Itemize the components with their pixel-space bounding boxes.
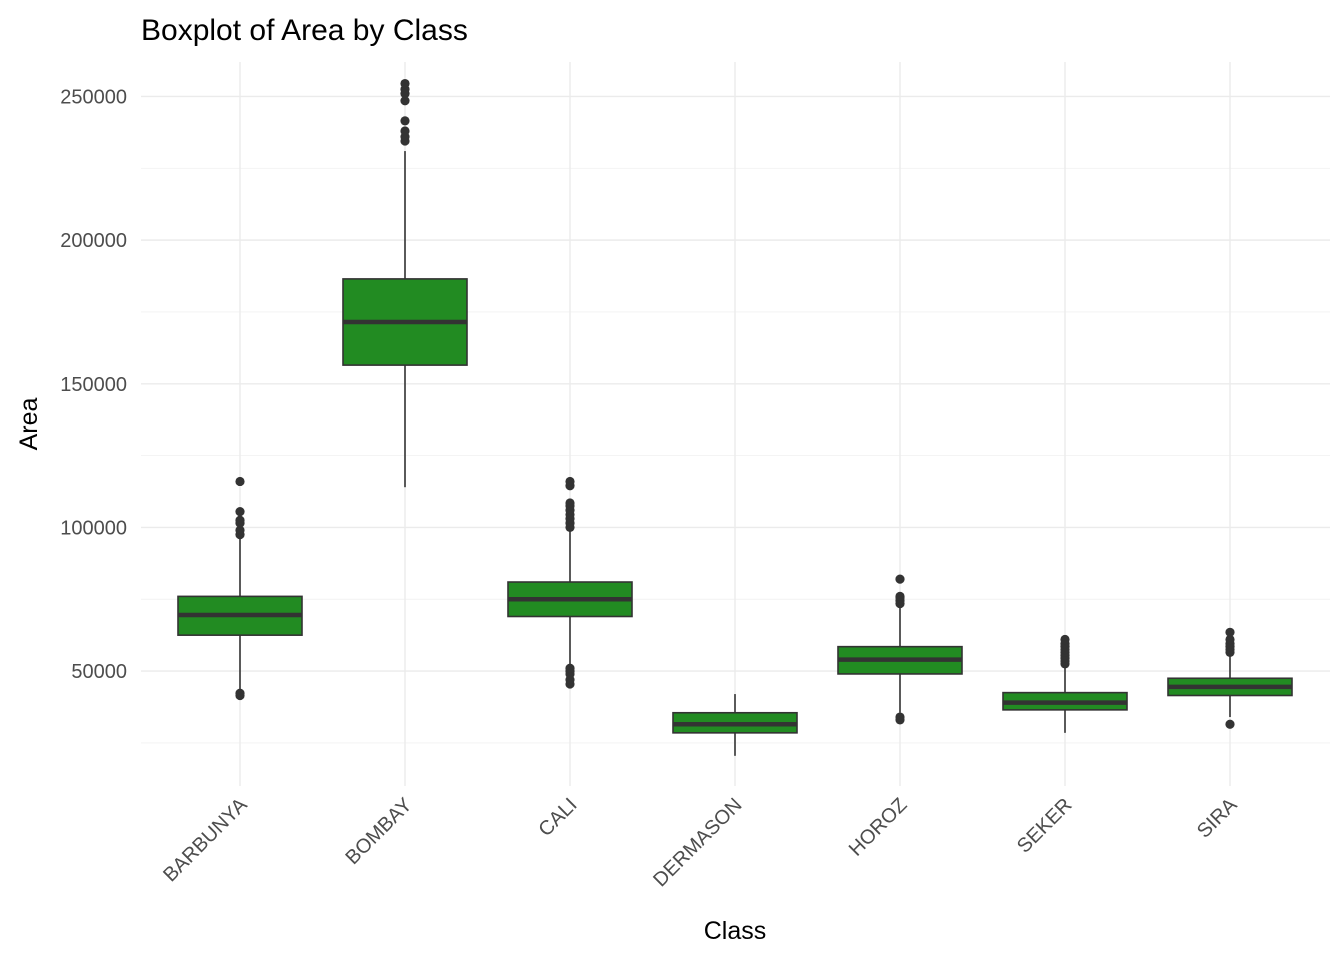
grid-layer (141, 62, 1330, 786)
outlier-point (400, 126, 410, 136)
outlier-point (235, 525, 245, 535)
outlier-point (235, 515, 245, 525)
outlier-point (235, 688, 245, 698)
outlier-point (1225, 719, 1235, 729)
y-tick-label: 200000 (60, 230, 127, 252)
box-group-sira (1167, 627, 1293, 729)
box-group-bombay (342, 78, 468, 488)
y-tick-label: 250000 (60, 86, 127, 108)
box-group-dermason (672, 694, 798, 756)
x-tick-label: BARBUNYA (159, 794, 252, 887)
x-tick-label: SIRA (1193, 794, 1242, 843)
y-axis-title: Area (15, 398, 43, 451)
x-tick-label: CALI (535, 794, 582, 841)
y-tick-label: 50000 (71, 661, 127, 683)
y-tick-label: 150000 (60, 374, 127, 396)
x-tick-label: HOROZ (845, 794, 912, 861)
outlier-point (235, 476, 245, 487)
y-tick-label: 100000 (60, 517, 127, 539)
outlier-point (895, 712, 905, 722)
x-tick-label: BOMBAY (342, 794, 417, 869)
outlier-point (1225, 634, 1235, 645)
outlier-point (400, 96, 410, 106)
outlier-point (895, 591, 905, 601)
x-tick-label: SEKER (1013, 794, 1077, 858)
outlier-point (235, 507, 245, 517)
outlier-point (400, 78, 410, 89)
outlier-point (565, 476, 575, 487)
outlier-point (565, 498, 575, 508)
box-layer (177, 78, 1293, 756)
box-group-horoz (837, 574, 963, 725)
outlier-point (400, 116, 410, 126)
box-group-barbunya (177, 476, 303, 701)
outlier-point (895, 574, 905, 584)
outlier-point (1060, 634, 1070, 645)
x-tick-label: DERMASON (649, 794, 746, 891)
outlier-point (1225, 627, 1235, 637)
x-axis-title: Class (704, 917, 767, 945)
outlier-point (565, 663, 575, 673)
box-group-seker (1002, 634, 1128, 733)
box-group-cali (507, 476, 633, 689)
chart-title: Boxplot of Area by Class (141, 14, 468, 47)
